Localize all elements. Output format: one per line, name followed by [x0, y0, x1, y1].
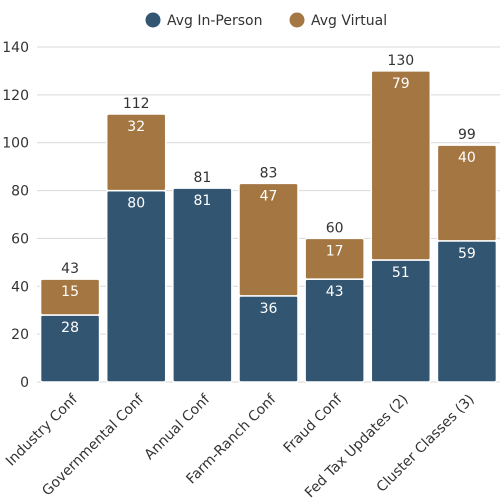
y-axis-ticks: 0 20 40 60 80 100 120 140 [2, 40, 29, 391]
x-category-label: Annual Conf [142, 391, 214, 463]
bar-virtual [105, 113, 167, 192]
bar-segment-label: 15 [61, 284, 79, 300]
y-tick-label: 80 [11, 184, 29, 200]
bar-segment-label: 79 [392, 76, 410, 92]
bar-total-label: 130 [387, 53, 414, 69]
legend-swatch [289, 12, 305, 28]
bar-segment-label: 17 [326, 243, 344, 259]
bar-segment-label: 28 [61, 320, 79, 336]
x-category-label: Fraud Conf [281, 391, 347, 457]
bar-segment-label: 51 [392, 265, 410, 281]
bar-total-label: 99 [458, 127, 476, 143]
bar-virtual [304, 237, 365, 280]
bar-segment-label: 40 [458, 150, 476, 166]
bar-segment-label: 80 [127, 196, 145, 212]
bar-in-person [436, 240, 498, 383]
bar-segment-label: 36 [260, 301, 278, 317]
bar-in-person [105, 189, 167, 383]
bar-segment-label: 43 [326, 284, 344, 300]
y-tick-label: 60 [11, 231, 29, 247]
bar-virtual [238, 182, 299, 297]
legend-label: Avg Virtual [311, 13, 387, 29]
bar-in-person [172, 187, 233, 383]
y-tick-label: 140 [2, 40, 29, 56]
bar-virtual [39, 278, 101, 316]
y-tick-label: 0 [20, 375, 29, 391]
bar-segment-label: 47 [260, 188, 278, 204]
y-tick-label: 100 [2, 136, 29, 152]
bar-segment-label: 59 [458, 246, 476, 262]
bar-total-label: 43 [61, 261, 79, 277]
y-tick-label: 120 [2, 88, 29, 104]
y-tick-label: 20 [11, 327, 29, 343]
legend-swatch [145, 12, 161, 28]
bars: 28 15 43 80 32 112 81 81 36 47 83 43 17 60 51 79 130 59 40… [39, 53, 498, 383]
bar-virtual [370, 70, 432, 261]
bar-virtual [436, 144, 498, 242]
bar-segment-label: 32 [127, 119, 145, 135]
bar-total-label: 81 [193, 170, 211, 186]
bar-segment-label: 81 [193, 193, 211, 209]
legend: Avg In-Person Avg Virtual [145, 12, 387, 29]
legend-label: Avg In-Person [167, 13, 262, 29]
bar-total-label: 83 [260, 165, 278, 181]
bar-total-label: 60 [326, 220, 344, 236]
y-tick-label: 40 [11, 279, 29, 295]
bar-total-label: 112 [123, 96, 150, 112]
